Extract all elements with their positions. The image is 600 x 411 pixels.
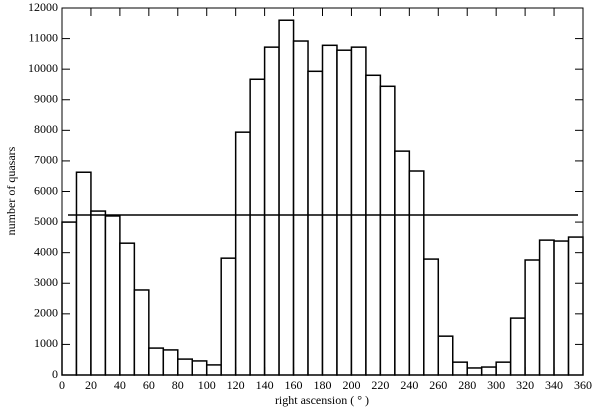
x-tick-label: 100 xyxy=(198,378,216,392)
bar xyxy=(75,171,92,376)
x-tick-label: 0 xyxy=(59,378,65,392)
bar xyxy=(437,335,454,376)
bar xyxy=(191,360,208,376)
x-tick-label: 40 xyxy=(114,378,126,392)
bar xyxy=(234,131,251,376)
y-tick-label: 12000 xyxy=(28,0,58,14)
bar xyxy=(307,70,324,376)
bar xyxy=(148,347,165,376)
x-tick-label: 200 xyxy=(342,378,360,392)
bar xyxy=(365,74,382,376)
x-axis-label: right ascension ( ° ) xyxy=(275,393,369,407)
x-tick-label: 20 xyxy=(85,378,97,392)
y-tick-label: 10000 xyxy=(28,61,58,75)
bar xyxy=(466,367,483,376)
bar xyxy=(90,210,107,376)
bar xyxy=(263,46,280,376)
y-tick-label: 9000 xyxy=(34,92,58,106)
bar xyxy=(495,361,512,376)
bar xyxy=(61,221,78,376)
bar xyxy=(336,49,353,376)
y-tick-label: 3000 xyxy=(34,275,58,289)
bar xyxy=(567,236,584,376)
x-tick-label: 140 xyxy=(256,378,274,392)
bar xyxy=(538,239,555,376)
y-tick-label: 6000 xyxy=(34,183,58,197)
bar xyxy=(249,78,266,376)
bar xyxy=(423,258,440,376)
x-tick-label: 340 xyxy=(545,378,563,392)
bar xyxy=(480,366,497,376)
bar xyxy=(104,215,121,376)
x-tick-label: 220 xyxy=(371,378,389,392)
y-tick-label: 5000 xyxy=(34,214,58,228)
x-tick-label: 260 xyxy=(429,378,447,392)
bar xyxy=(278,19,295,376)
bar xyxy=(220,257,237,376)
bar xyxy=(162,349,179,376)
y-tick-label: 1000 xyxy=(34,336,58,350)
bar xyxy=(292,40,309,376)
bar xyxy=(350,46,367,376)
x-tick-label: 280 xyxy=(458,378,476,392)
bar xyxy=(119,242,136,376)
y-tick-label: 8000 xyxy=(34,122,58,136)
x-tick-label: 60 xyxy=(143,378,155,392)
y-axis-label: number of quasars xyxy=(4,146,18,235)
x-tick-label: 240 xyxy=(400,378,418,392)
x-tick-label: 320 xyxy=(516,378,534,392)
bar xyxy=(509,317,526,376)
bar xyxy=(524,259,541,376)
y-tick-label: 11000 xyxy=(28,30,58,44)
bar xyxy=(408,170,425,376)
x-tick-label: 180 xyxy=(314,378,332,392)
bar xyxy=(394,150,411,376)
bar xyxy=(177,358,193,376)
x-tick-label: 360 xyxy=(574,378,592,392)
bar xyxy=(205,364,222,376)
x-tick-label: 120 xyxy=(227,378,245,392)
y-tick-label: 0 xyxy=(52,367,58,381)
bar xyxy=(379,85,396,376)
x-tick-label: 80 xyxy=(172,378,184,392)
bar xyxy=(452,361,468,376)
y-tick-label: 7000 xyxy=(34,153,58,167)
y-tick-label: 2000 xyxy=(34,306,58,320)
bar xyxy=(321,44,338,376)
x-tick-label: 300 xyxy=(487,378,505,392)
x-tick-label: 160 xyxy=(285,378,303,392)
y-tick-label: 4000 xyxy=(34,244,58,258)
bar xyxy=(553,240,570,376)
bar xyxy=(133,289,150,376)
